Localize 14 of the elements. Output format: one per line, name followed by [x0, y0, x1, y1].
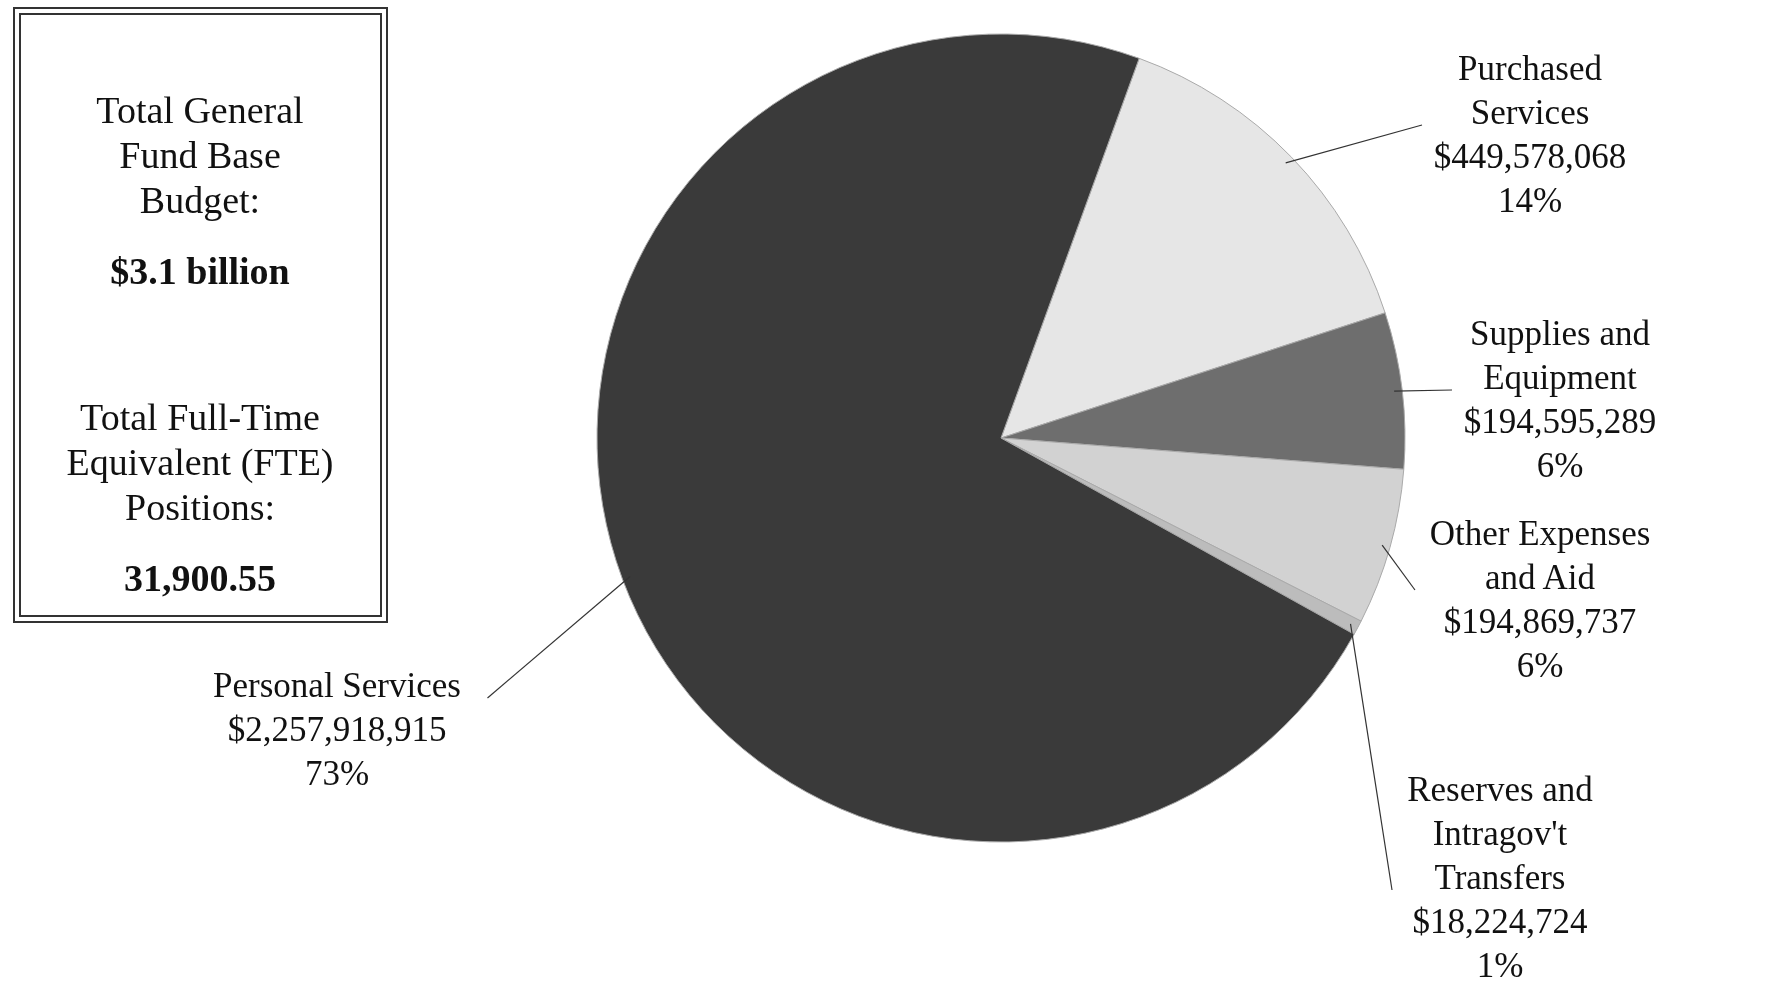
text: $3.1 billion: [110, 250, 290, 292]
text: Total General Fund Base Budget:: [96, 89, 304, 221]
data-label: $449,578,068 14%: [1433, 137, 1627, 220]
data-label: $194,595,289 6%: [1463, 402, 1657, 485]
text: Total Full-Time Equivalent (FTE) Positions:: [66, 396, 334, 528]
slice-label: Supplies and Equipment: [1470, 314, 1651, 397]
slice-label: Reserves and Intragov't Transfers: [1407, 770, 1594, 897]
data-label: $18,224,724 1%: [1412, 902, 1588, 985]
slice-label: Purchased Services: [1458, 49, 1603, 132]
slice-label: Personal Services: [213, 666, 461, 705]
text: 31,900.55: [124, 557, 276, 599]
slice-label: Other Expenses and Aid: [1429, 514, 1651, 597]
data-label: $194,869,737 6%: [1443, 602, 1637, 685]
data-label: $2,257,918,915 73%: [227, 710, 447, 793]
